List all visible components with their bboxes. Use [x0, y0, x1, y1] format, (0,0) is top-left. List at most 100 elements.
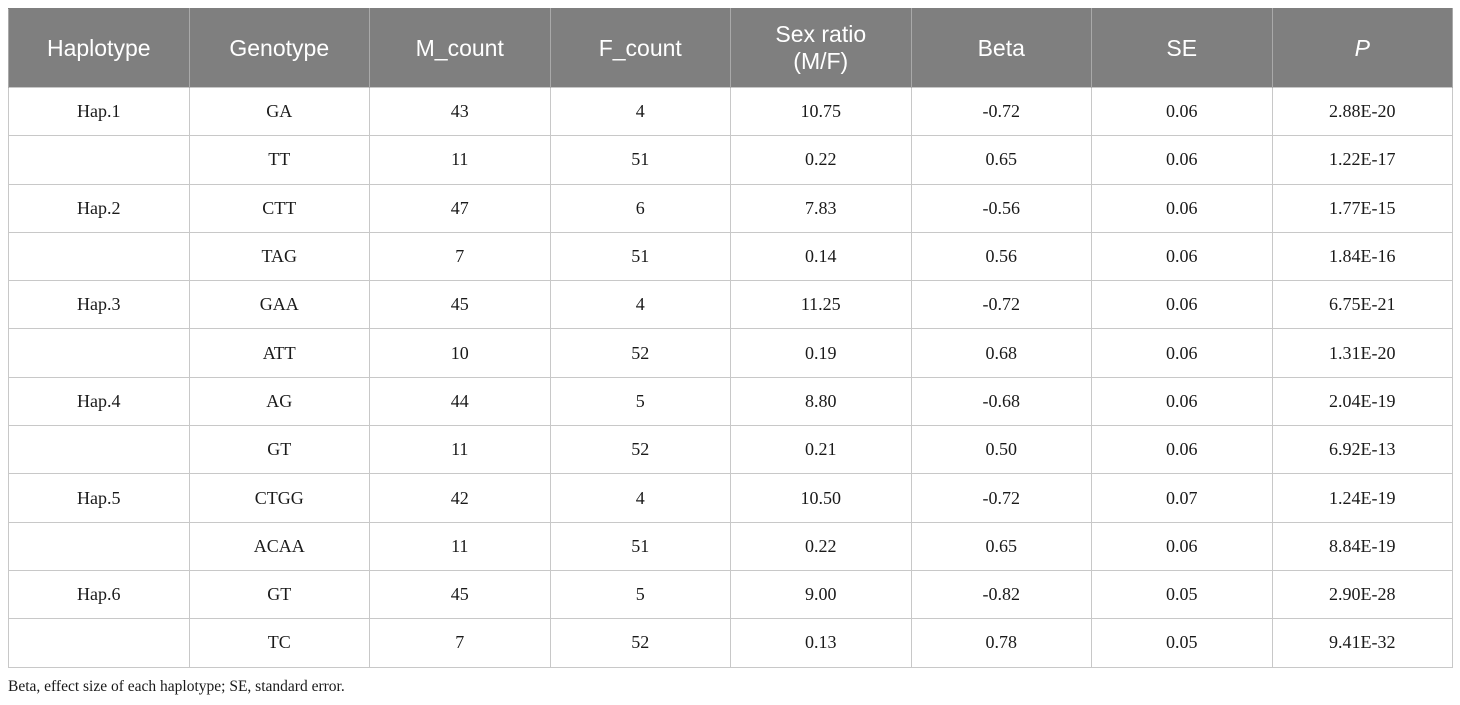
p-value-cell: 9.41E-32: [1271, 618, 1453, 668]
beta-cell: -0.68: [910, 376, 1092, 427]
se-cell: 0.06: [1091, 183, 1273, 233]
table-row: TT 11 51 0.22 0.65 0.06 1.22E-17: [8, 135, 1453, 185]
m-count-cell: 7: [369, 231, 551, 282]
f-count-cell: 51: [549, 135, 731, 185]
m-count-cell: 10: [369, 328, 551, 378]
genotype-cell: GA: [188, 86, 370, 137]
sex-ratio-cell: 0.14: [730, 231, 912, 282]
genotype-cell: GAA: [188, 280, 370, 330]
haplotype-sex-ratio-table: Haplotype Genotype M_count F_count Sex r…: [8, 8, 1453, 668]
beta-cell: 0.78: [910, 618, 1092, 668]
genotype-cell: GT: [188, 569, 370, 620]
beta-cell: 0.68: [910, 328, 1092, 378]
haplotype-cell: Hap.6: [8, 569, 190, 620]
se-cell: 0.06: [1091, 231, 1273, 282]
table-row: Hap.1 GA 43 4 10.75 -0.72 0.06 2.88E-20: [8, 86, 1453, 137]
beta-cell: -0.56: [910, 183, 1092, 233]
beta-cell: -0.72: [910, 473, 1092, 523]
f-count-cell: 52: [549, 618, 731, 668]
table-footnote: Beta, effect size of each haplotype; SE,…: [8, 678, 345, 695]
p-value-cell: 8.84E-19: [1271, 521, 1453, 571]
se-cell: 0.05: [1091, 569, 1273, 620]
f-count-cell: 4: [549, 473, 731, 523]
header-se: SE: [1091, 8, 1273, 88]
haplotype-cell: [8, 521, 190, 571]
sex-ratio-cell: 0.22: [730, 135, 912, 185]
sex-ratio-cell: 0.13: [730, 618, 912, 668]
m-count-cell: 45: [369, 569, 551, 620]
table-header: Haplotype Genotype M_count F_count Sex r…: [8, 8, 1453, 88]
sex-ratio-cell: 9.00: [730, 569, 912, 620]
m-count-cell: 11: [369, 521, 551, 571]
se-cell: 0.07: [1091, 473, 1273, 523]
haplotype-cell: [8, 425, 190, 475]
sex-ratio-cell: 0.22: [730, 521, 912, 571]
table-row: GT 11 52 0.21 0.50 0.06 6.92E-13: [8, 425, 1453, 475]
p-value-cell: 6.75E-21: [1271, 280, 1453, 330]
beta-cell: -0.72: [910, 280, 1092, 330]
genotype-cell: GT: [188, 425, 370, 475]
f-count-cell: 52: [549, 328, 731, 378]
header-beta: Beta: [910, 8, 1092, 88]
header-sex-ratio: Sex ratio (M/F): [730, 8, 912, 88]
table-body: Hap.1 GA 43 4 10.75 -0.72 0.06 2.88E-20 TT 11 51 0.…: [8, 86, 1453, 668]
se-cell: 0.06: [1091, 135, 1273, 185]
se-cell: 0.05: [1091, 618, 1273, 668]
genotype-cell: TT: [188, 135, 370, 185]
sex-ratio-cell: 11.25: [730, 280, 912, 330]
se-cell: 0.06: [1091, 425, 1273, 475]
p-value-cell: 1.77E-15: [1271, 183, 1453, 233]
p-value-cell: 2.90E-28: [1271, 569, 1453, 620]
p-value-cell: 1.84E-16: [1271, 231, 1453, 282]
sex-ratio-cell: 10.50: [730, 473, 912, 523]
beta-cell: 0.56: [910, 231, 1092, 282]
m-count-cell: 11: [369, 425, 551, 475]
header-haplotype: Haplotype: [8, 8, 190, 88]
table-row: Hap.3 GAA 45 4 11.25 -0.72 0.06 6.75E-21: [8, 280, 1453, 330]
p-value-cell: 2.88E-20: [1271, 86, 1453, 137]
m-count-cell: 42: [369, 473, 551, 523]
header-f-count: F_count: [549, 8, 731, 88]
table-row: Hap.6 GT 45 5 9.00 -0.82 0.05 2.90E-28: [8, 569, 1453, 620]
f-count-cell: 4: [549, 280, 731, 330]
haplotype-cell: Hap.4: [8, 376, 190, 427]
table-row: Hap.4 AG 44 5 8.80 -0.68 0.06 2.04E-19: [8, 376, 1453, 427]
beta-cell: -0.72: [910, 86, 1092, 137]
table-row: Hap.5 CTGG 42 4 10.50 -0.72 0.07 1.24E-19: [8, 473, 1453, 523]
p-value-cell: 1.24E-19: [1271, 473, 1453, 523]
f-count-cell: 51: [549, 231, 731, 282]
sex-ratio-cell: 10.75: [730, 86, 912, 137]
f-count-cell: 5: [549, 569, 731, 620]
m-count-cell: 7: [369, 618, 551, 668]
p-value-cell: 1.31E-20: [1271, 328, 1453, 378]
se-cell: 0.06: [1091, 86, 1273, 137]
genotype-cell: AG: [188, 376, 370, 427]
beta-cell: 0.65: [910, 135, 1092, 185]
table-row: ATT 10 52 0.19 0.68 0.06 1.31E-20: [8, 328, 1453, 378]
p-value-cell: 6.92E-13: [1271, 425, 1453, 475]
haplotype-cell: [8, 618, 190, 668]
sex-ratio-cell: 0.21: [730, 425, 912, 475]
table-row: Hap.2 CTT 47 6 7.83 -0.56 0.06 1.77E-15: [8, 183, 1453, 233]
sex-ratio-cell: 7.83: [730, 183, 912, 233]
genotype-cell: ACAA: [188, 521, 370, 571]
haplotype-cell: Hap.5: [8, 473, 190, 523]
genotype-cell: TAG: [188, 231, 370, 282]
m-count-cell: 45: [369, 280, 551, 330]
p-value-cell: 2.04E-19: [1271, 376, 1453, 427]
haplotype-table-container: Haplotype Genotype M_count F_count Sex r…: [8, 8, 1453, 668]
header-m-count: M_count: [369, 8, 551, 88]
beta-cell: 0.65: [910, 521, 1092, 571]
haplotype-cell: Hap.1: [8, 86, 190, 137]
p-value-cell: 1.22E-17: [1271, 135, 1453, 185]
se-cell: 0.06: [1091, 376, 1273, 427]
table-row: TC 7 52 0.13 0.78 0.05 9.41E-32: [8, 618, 1453, 668]
sex-ratio-cell: 8.80: [730, 376, 912, 427]
f-count-cell: 52: [549, 425, 731, 475]
genotype-cell: CTT: [188, 183, 370, 233]
table-row: ACAA 11 51 0.22 0.65 0.06 8.84E-19: [8, 521, 1453, 571]
f-count-cell: 4: [549, 86, 731, 137]
se-cell: 0.06: [1091, 328, 1273, 378]
beta-cell: 0.50: [910, 425, 1092, 475]
f-count-cell: 51: [549, 521, 731, 571]
